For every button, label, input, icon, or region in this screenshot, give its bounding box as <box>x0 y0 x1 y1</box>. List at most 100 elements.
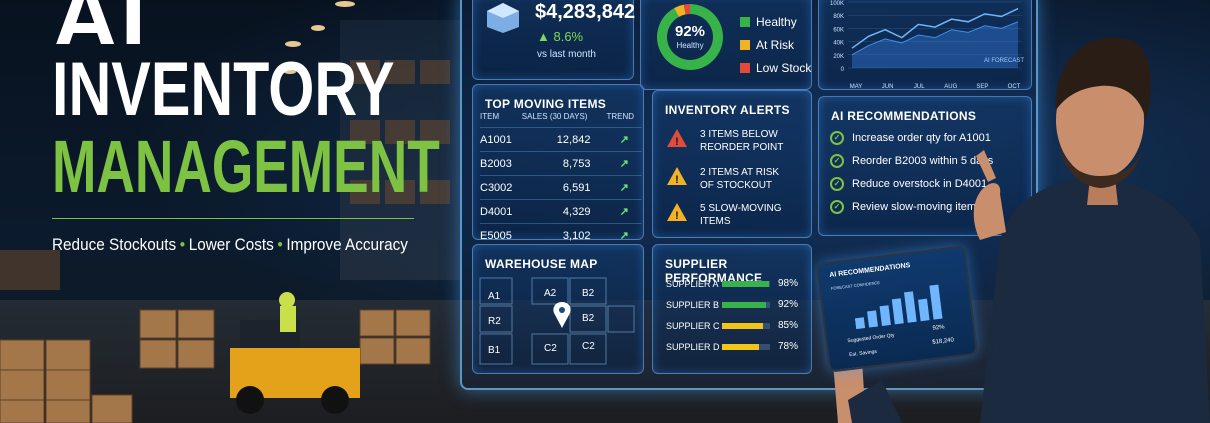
y-tick-label: 80K <box>833 14 844 20</box>
tablet-bar <box>929 284 943 320</box>
tablet-bar <box>904 291 917 323</box>
table-row[interactable]: C3002 6,591 ↗ <box>480 175 642 200</box>
recommendation-item[interactable]: ✓ Reorder B2003 within 5 days <box>830 154 993 168</box>
map-cell-a2[interactable]: A2 <box>544 288 557 299</box>
supplier-bar <box>722 322 770 329</box>
donut-segment-low-stock <box>683 4 690 15</box>
x-tick-label: JUN <box>882 84 894 90</box>
column-header-item: ITEM <box>480 112 500 121</box>
supplier-row[interactable]: SUPPLIER A 98% <box>666 278 799 289</box>
supplier-bar <box>722 343 770 350</box>
actual-line <box>851 7 1019 49</box>
donut-segment-at-risk <box>674 4 686 17</box>
table-row[interactable]: B2003 8,753 ↗ <box>480 151 642 176</box>
tagline-separator: • <box>277 235 283 254</box>
supplier-row[interactable]: SUPPLIER B 92% <box>666 299 799 310</box>
tablet-device[interactable]: AI RECOMMENDATIONS FORECAST CONFIDENCE S… <box>815 245 979 373</box>
forklift-icon <box>230 292 360 414</box>
recommendation-item[interactable]: ✓ Review slow-moving items <box>830 200 982 214</box>
tagline-separator: • <box>179 235 186 254</box>
legend-item-at-risk: At Risk <box>740 33 811 56</box>
legend-item-low-stock: Low Stock <box>740 56 811 79</box>
stock-health-label: Healthy <box>676 41 703 50</box>
inventory-value-change-caption: vs last month <box>537 49 596 60</box>
x-tick-label: JUL <box>914 84 925 90</box>
inventory-value-change: ▲ 8.6% <box>537 29 584 44</box>
legend-swatch-green <box>740 16 750 27</box>
table-row[interactable]: D4001 4,329 ↗ <box>480 199 642 224</box>
warning-icon: ! <box>667 203 687 222</box>
tablet-bar <box>918 298 930 322</box>
headline-management: MANAGEMENT <box>52 125 440 208</box>
forecast-chart: 100K 80K 60K 40K 20K 0 MAY JUN JUL AUG SEP OCT AI FO… <box>830 1 1024 90</box>
tagline-item-costs: Lower Costs <box>188 235 274 254</box>
x-tick-label: MAY <box>850 84 863 90</box>
table-row[interactable]: E5005 3,102 ↗ <box>480 223 642 248</box>
supplier-row[interactable]: SUPPLIER C 85% <box>666 320 799 331</box>
map-cell-a1[interactable]: A1 <box>488 291 501 302</box>
alert-item[interactable]: ! 2 ITEMS AT RISK OF STOCKOUT <box>666 166 806 192</box>
inventory-value-panel: $4,283,842 ▲ 8.6% vs last month <box>472 0 636 80</box>
headline-divider <box>52 218 414 219</box>
trend-up-icon: ↗ <box>606 199 642 224</box>
svg-text:!: ! <box>675 174 679 186</box>
warehouse-map-grid <box>479 277 635 365</box>
stock-health-donut: 92% Healthy <box>657 4 723 70</box>
trend-up-icon: ↗ <box>606 175 642 200</box>
recommendation-item[interactable]: ✓ Reduce overstock in D4001 <box>830 177 987 191</box>
warehouse-boxes <box>0 292 431 423</box>
inventory-alerts-panel: INVENTORY ALERTS <box>652 90 812 238</box>
alert-item[interactable]: ! 5 SLOW-MOVING ITEMS <box>666 202 806 228</box>
hero-headline: AI INVENTORY MANAGEMENT Reduce Stockouts… <box>52 0 440 255</box>
trend-up-icon: ↗ <box>606 151 642 176</box>
cube-icon <box>487 3 519 33</box>
tablet-bar <box>854 317 866 330</box>
tablet-row1-label: Suggested Order Qty <box>847 332 895 345</box>
map-cell-r2[interactable]: R2 <box>488 316 501 327</box>
donut-segment-healthy <box>657 4 723 70</box>
tablet-row2-label: Est. Savings <box>848 348 878 359</box>
y-tick-label: 60K <box>833 27 844 33</box>
recommendation-item[interactable]: ✓ Increase order qty for A1001 <box>830 131 991 145</box>
tablet-row1-value: 92% <box>932 324 945 332</box>
supplier-performance-panel: SUPPLIER PERFORMANCE <box>652 244 812 374</box>
map-cell-b1[interactable]: B1 <box>488 345 501 356</box>
map-cell-c2[interactable]: C2 <box>582 341 595 352</box>
supplier-bar-fill <box>722 343 760 350</box>
headline-inventory: INVENTORY <box>52 47 395 132</box>
forecast-label: AI FORECAST <box>984 58 1024 64</box>
column-header-sales: SALES (30 DAYS) <box>521 112 588 121</box>
tablet-bar <box>879 305 891 326</box>
column-header-trend: TREND <box>606 112 635 121</box>
trend-up-icon: ↗ <box>606 127 642 152</box>
map-cell-b2[interactable]: B2 <box>582 313 595 324</box>
y-tick-label: 40K <box>833 41 844 47</box>
tagline: Reduce Stockouts • Lower Costs • Improve Acc… <box>52 235 408 255</box>
check-circle-icon: ✓ <box>830 131 844 145</box>
check-circle-icon: ✓ <box>830 200 844 214</box>
tagline-item-accuracy: Improve Accuracy <box>286 235 408 254</box>
supplier-bar-fill <box>722 322 763 329</box>
supplier-row[interactable]: SUPPLIER D 78% <box>666 341 799 352</box>
alert-item[interactable]: ! 3 ITEMS BELOW REORDER POINT <box>666 128 806 154</box>
tablet-bar <box>891 298 904 325</box>
map-cell-c2[interactable]: C2 <box>544 343 557 354</box>
y-tick-label: 20K <box>833 54 844 60</box>
forecast-area <box>852 21 1018 68</box>
warning-icon: ! <box>667 167 687 186</box>
legend-swatch-yellow <box>740 39 750 50</box>
check-circle-icon: ✓ <box>830 154 844 168</box>
legend-swatch-red <box>740 62 750 73</box>
table-row[interactable]: A1001 12,842 ↗ <box>480 127 642 152</box>
tablet-title: AI RECOMMENDATIONS <box>828 262 911 279</box>
map-cell-b2[interactable]: B2 <box>582 288 595 299</box>
svg-text:!: ! <box>675 210 679 222</box>
supplier-bar-fill <box>722 280 770 287</box>
tablet-bar <box>867 310 878 328</box>
inventory-value: $4,283,842 <box>535 1 636 23</box>
legend-item-healthy: Healthy <box>740 10 811 33</box>
check-circle-icon: ✓ <box>830 177 844 191</box>
x-tick-label: OCT <box>1008 84 1021 90</box>
trend-up-icon: ↗ <box>606 223 642 248</box>
